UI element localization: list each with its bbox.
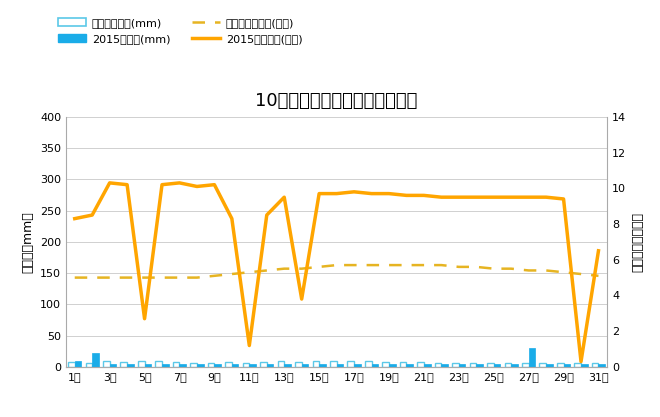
Bar xyxy=(529,348,535,367)
Bar xyxy=(459,364,465,367)
Bar xyxy=(400,362,407,367)
Bar xyxy=(284,364,291,367)
Bar xyxy=(197,364,203,367)
Bar xyxy=(295,362,302,367)
Bar xyxy=(337,364,343,367)
Bar xyxy=(260,362,267,367)
Bar xyxy=(382,362,389,367)
Bar xyxy=(155,361,162,367)
Bar xyxy=(470,362,477,367)
Bar xyxy=(208,363,214,367)
Bar xyxy=(365,361,372,367)
Bar xyxy=(599,364,605,367)
Bar xyxy=(494,364,500,367)
Bar xyxy=(487,362,494,367)
Bar xyxy=(92,353,99,367)
Bar xyxy=(138,361,145,367)
Bar xyxy=(312,361,319,367)
Bar xyxy=(424,364,430,367)
Bar xyxy=(214,364,221,367)
Bar xyxy=(232,364,238,367)
Bar xyxy=(249,364,256,367)
Bar xyxy=(190,362,197,367)
Bar xyxy=(581,364,587,367)
Y-axis label: 日照時間（時間）: 日照時間（時間） xyxy=(632,212,645,272)
Bar xyxy=(477,364,483,367)
Bar xyxy=(452,362,459,367)
Bar xyxy=(347,361,354,367)
Bar xyxy=(354,364,361,367)
Bar xyxy=(121,362,127,367)
Y-axis label: 降水量（mm）: 降水量（mm） xyxy=(22,211,34,273)
Bar xyxy=(372,364,378,367)
Bar xyxy=(243,362,249,367)
Bar xyxy=(564,364,570,367)
Bar xyxy=(68,362,75,367)
Bar xyxy=(225,362,232,367)
Bar xyxy=(389,364,395,367)
Bar xyxy=(435,362,442,367)
Bar xyxy=(110,364,116,367)
Bar xyxy=(417,362,424,367)
Bar xyxy=(407,364,413,367)
Bar xyxy=(546,364,552,367)
Bar xyxy=(278,361,284,367)
Bar xyxy=(330,361,337,367)
Bar xyxy=(557,362,564,367)
Bar xyxy=(86,362,92,367)
Bar xyxy=(162,364,169,367)
Bar xyxy=(539,362,546,367)
Bar xyxy=(173,362,180,367)
Bar xyxy=(267,364,273,367)
Bar xyxy=(574,362,581,367)
Bar xyxy=(145,364,151,367)
Bar xyxy=(302,364,308,367)
Title: 10月降水量・日照時間（日別）: 10月降水量・日照時間（日別） xyxy=(255,92,418,110)
Bar xyxy=(442,364,448,367)
Bar xyxy=(103,361,110,367)
Bar xyxy=(504,362,512,367)
Bar xyxy=(512,364,518,367)
Bar xyxy=(75,361,81,367)
Bar xyxy=(180,364,186,367)
Bar xyxy=(592,362,599,367)
Bar xyxy=(319,364,326,367)
Bar xyxy=(127,364,134,367)
Legend: 降水量平年値(mm), 2015降水量(mm), 日照時間平年値(時間), 2015日照時間(時間): 降水量平年値(mm), 2015降水量(mm), 日照時間平年値(時間), 20… xyxy=(58,18,302,44)
Bar xyxy=(522,362,529,367)
